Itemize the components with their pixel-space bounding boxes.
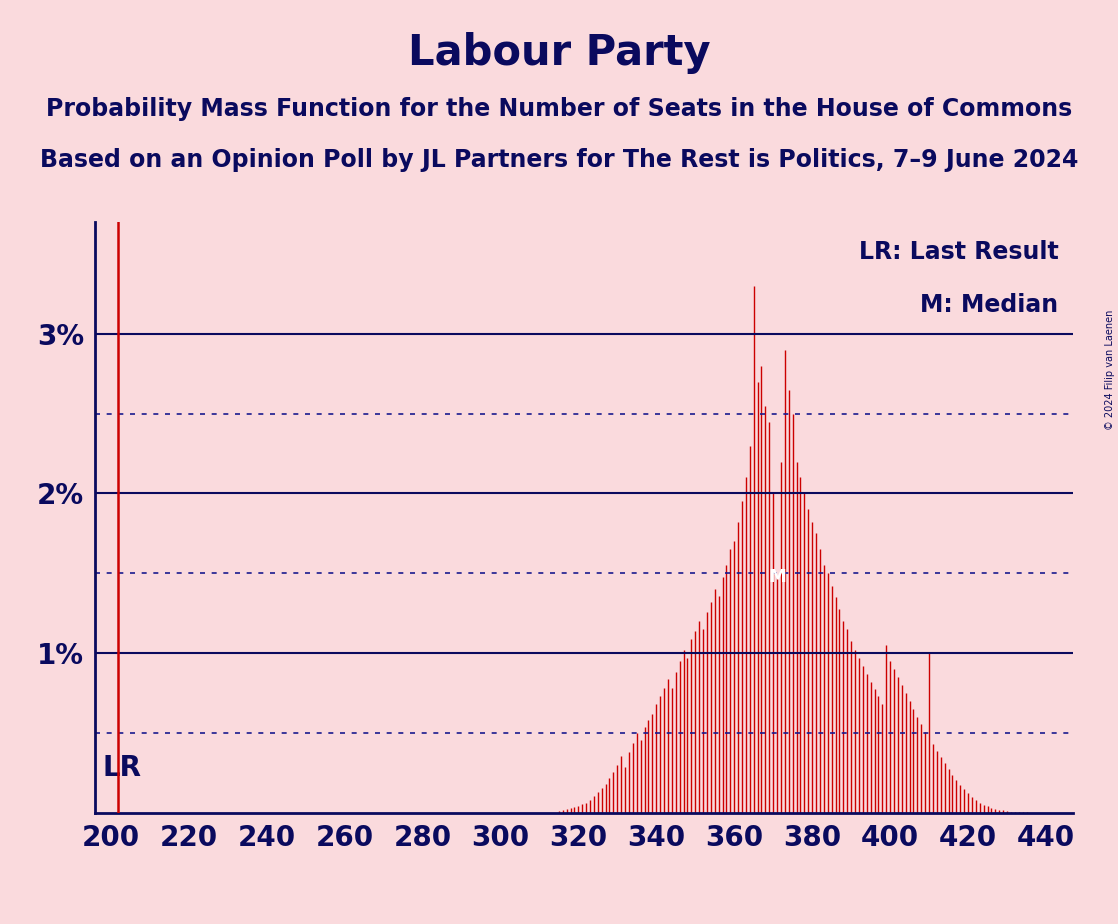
- Text: Based on an Opinion Poll by JL Partners for The Rest is Politics, 7–9 June 2024: Based on an Opinion Poll by JL Partners …: [40, 148, 1078, 172]
- Text: M: Median: M: Median: [920, 293, 1059, 317]
- Text: Probability Mass Function for the Number of Seats in the House of Commons: Probability Mass Function for the Number…: [46, 97, 1072, 121]
- Text: M: M: [768, 567, 786, 586]
- Text: LR: Last Result: LR: Last Result: [859, 239, 1059, 263]
- Text: LR: LR: [103, 754, 142, 783]
- Text: © 2024 Filip van Laenen: © 2024 Filip van Laenen: [1106, 310, 1115, 430]
- Text: Labour Party: Labour Party: [408, 32, 710, 74]
